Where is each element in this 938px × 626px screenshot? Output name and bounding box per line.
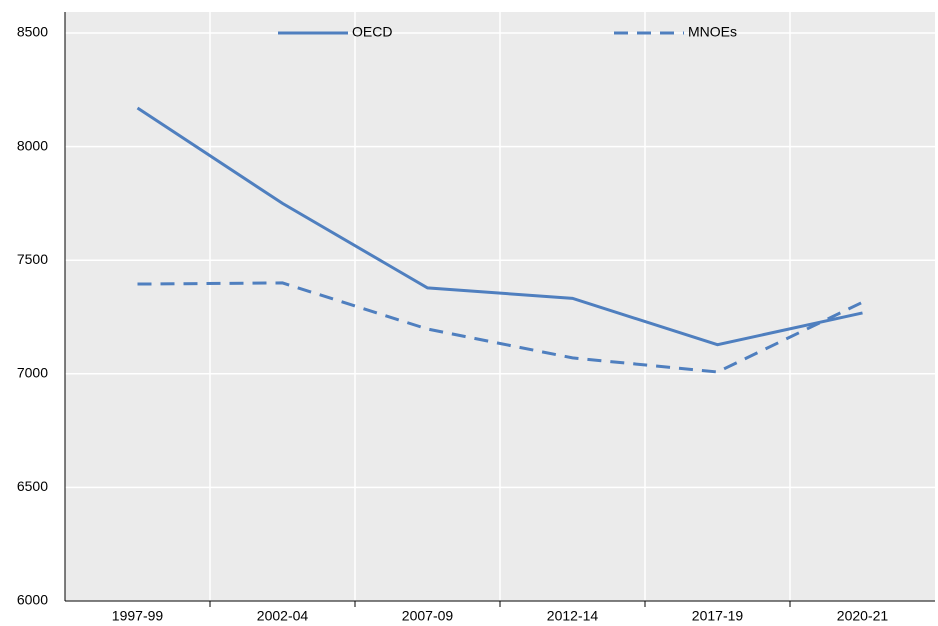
x-tick-label: 2007-09 <box>402 608 454 624</box>
legend-label: MNOEs <box>688 24 737 40</box>
y-tick-label: 6500 <box>17 478 48 494</box>
y-tick-label: 8000 <box>17 137 48 153</box>
y-tick-label: 7000 <box>17 365 48 381</box>
x-tick-label: 2017-19 <box>692 608 744 624</box>
x-tick-label: 1997-99 <box>112 608 164 624</box>
x-tick-label: 2020-21 <box>837 608 889 624</box>
x-tick-label: 2002-04 <box>257 608 309 624</box>
y-tick-label: 8500 <box>17 24 48 40</box>
legend-label: OECD <box>352 24 392 40</box>
data-line <box>137 281 864 374</box>
data-line <box>136 106 863 347</box>
y-tick-label: 7500 <box>17 251 48 267</box>
y-tick-label: 6000 <box>17 592 48 608</box>
x-tick-label: 2012-14 <box>547 608 599 624</box>
